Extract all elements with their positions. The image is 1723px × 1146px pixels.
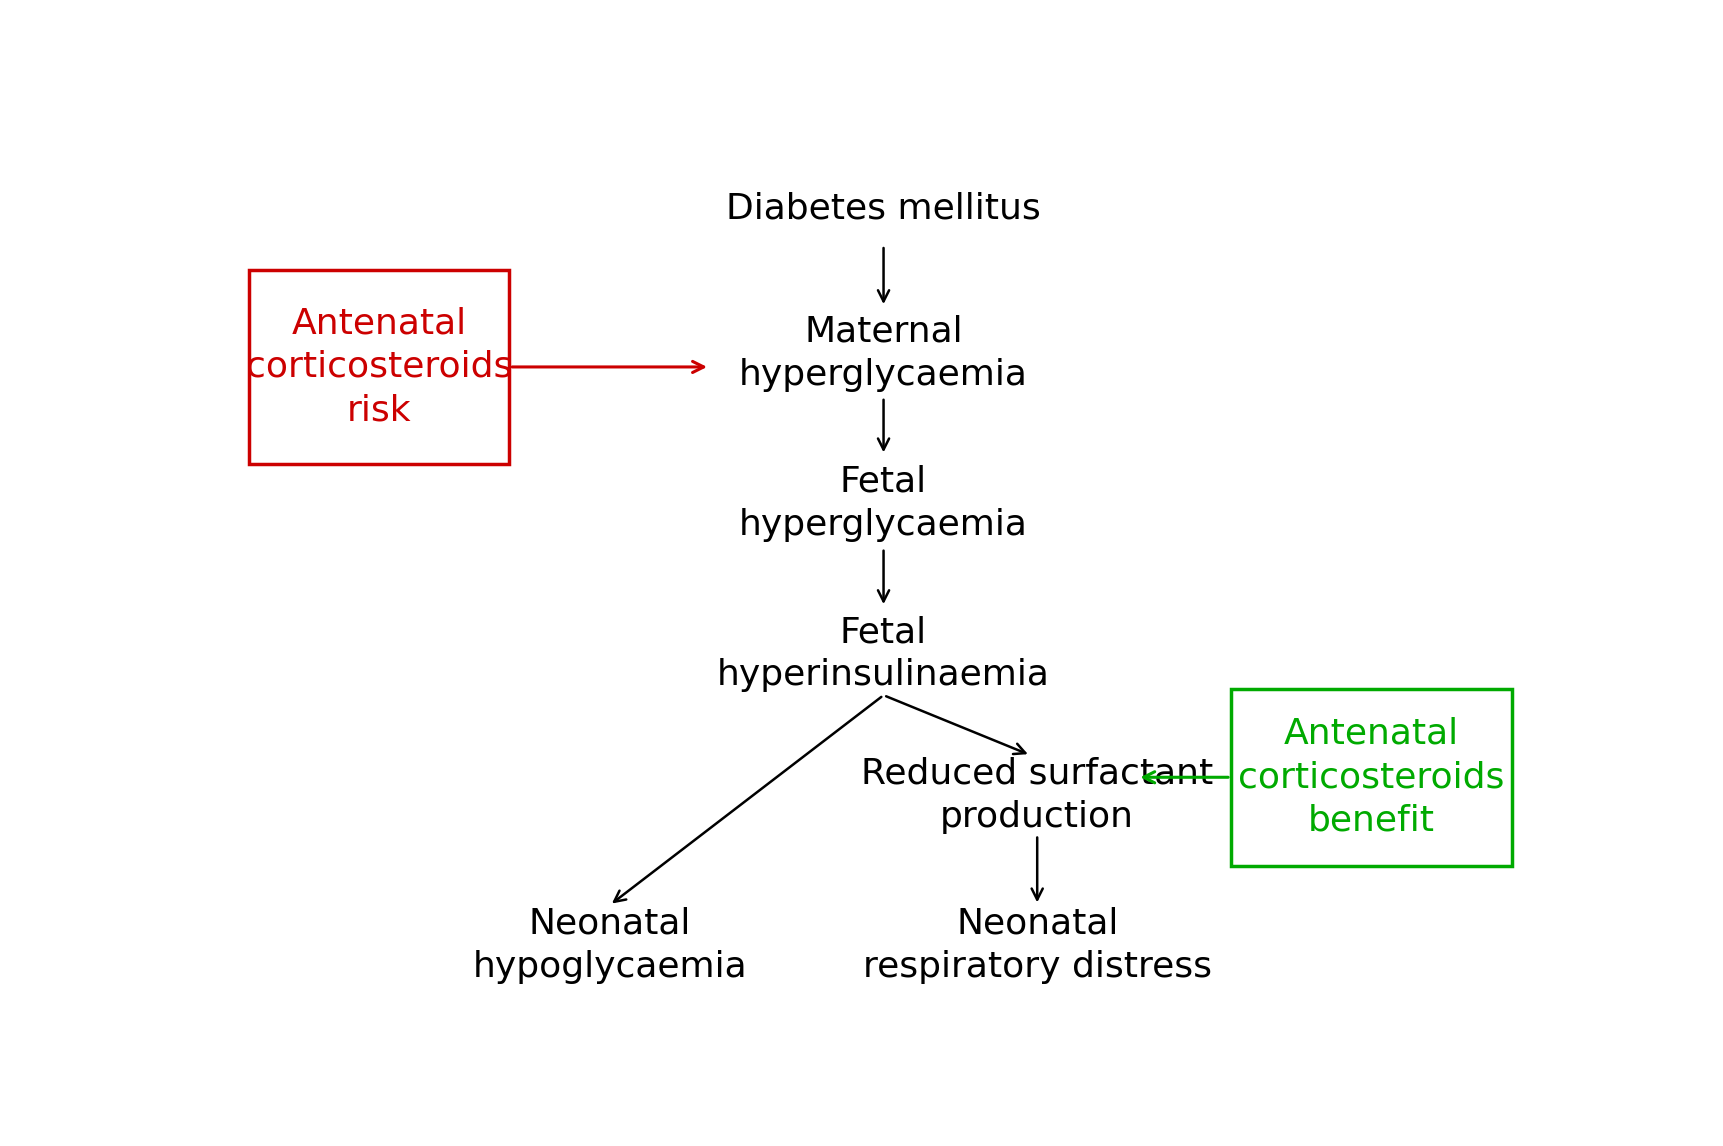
Text: Maternal
hyperglycaemia: Maternal hyperglycaemia xyxy=(739,315,1027,392)
Text: Reduced surfactant
production: Reduced surfactant production xyxy=(860,756,1213,833)
FancyBboxPatch shape xyxy=(248,270,510,464)
Text: Neonatal
hypoglycaemia: Neonatal hypoglycaemia xyxy=(472,906,746,983)
Text: Fetal
hyperinsulinaemia: Fetal hyperinsulinaemia xyxy=(717,615,1049,692)
Text: Diabetes mellitus: Diabetes mellitus xyxy=(725,191,1041,225)
Text: Antenatal
corticosteroids
risk: Antenatal corticosteroids risk xyxy=(246,306,512,427)
Text: Neonatal
respiratory distress: Neonatal respiratory distress xyxy=(862,906,1211,983)
Text: Antenatal
corticosteroids
benefit: Antenatal corticosteroids benefit xyxy=(1237,717,1504,838)
FancyBboxPatch shape xyxy=(1230,689,1511,865)
Text: Fetal
hyperglycaemia: Fetal hyperglycaemia xyxy=(739,465,1027,542)
